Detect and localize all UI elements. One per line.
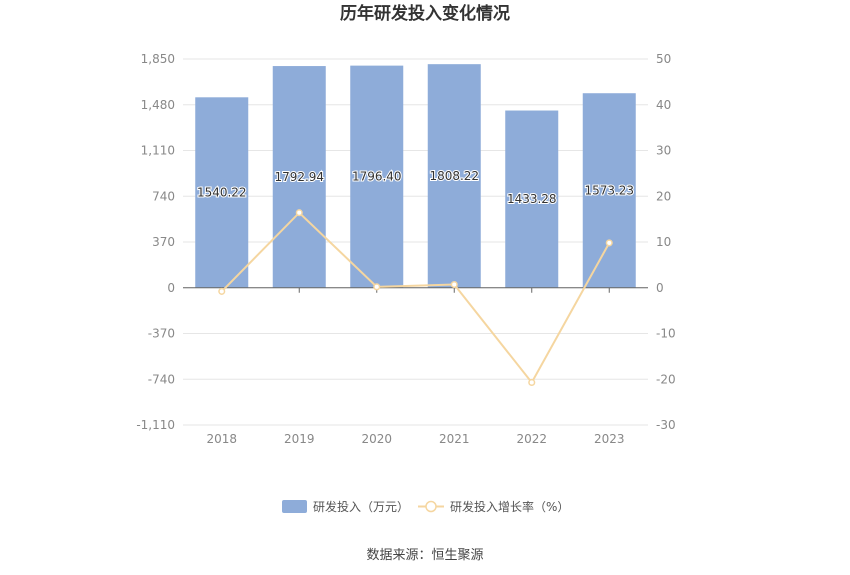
y-right-tick-label: 30 xyxy=(656,144,671,158)
x-tick-label: 2019 xyxy=(284,432,315,446)
chart-title: 历年研发投入变化情况 xyxy=(340,3,510,24)
y-right-tick-label: 40 xyxy=(656,98,671,112)
y-left-tick-label: 740 xyxy=(152,189,175,203)
grid-lines xyxy=(183,58,648,426)
bar-value-label: 1540.22 xyxy=(197,186,247,200)
y-left-tick-label: 0 xyxy=(167,281,175,295)
x-tick-label: 2020 xyxy=(361,432,392,446)
growth-rate-point xyxy=(218,287,226,295)
y-left-tick-label: 1,850 xyxy=(141,52,175,66)
y-left-tick-label: -370 xyxy=(148,327,175,341)
y-right-tick-label: 20 xyxy=(656,189,671,203)
growth-rate-point xyxy=(295,209,303,217)
bar xyxy=(505,110,559,288)
x-axis: 2018 2019 2020 2021 2022 2023 xyxy=(183,287,648,446)
legend-line-marker xyxy=(425,500,437,513)
legend: 研发投入（万元） 研发投入增长率（%） xyxy=(282,499,569,514)
y-left-tick-label: 1,480 xyxy=(141,98,175,112)
source-note: 数据来源：恒生聚源 xyxy=(366,548,483,563)
bar xyxy=(582,93,636,288)
growth-rate-point xyxy=(373,283,381,291)
y-left-tick-label: -740 xyxy=(148,372,175,386)
y-left-tick-label: 1,110 xyxy=(141,144,175,158)
bar xyxy=(195,97,249,288)
bar xyxy=(272,66,326,288)
legend-line-label: 研发投入增长率（%） xyxy=(450,499,569,514)
growth-rate-point xyxy=(605,239,613,247)
x-tick-label: 2023 xyxy=(594,432,625,446)
bar xyxy=(427,64,481,288)
y-right-tick-label: -10 xyxy=(656,327,676,341)
line-series xyxy=(218,209,613,387)
y-axis-right: 50 40 30 20 10 0 -10 -20 -30 xyxy=(656,52,676,432)
bar-series xyxy=(195,64,636,288)
y-right-tick-label: 0 xyxy=(656,281,664,295)
growth-rate-point xyxy=(528,378,536,387)
x-tick-label: 2018 xyxy=(206,432,237,446)
bar-labels: 1540.22 1792.94 1796.40 1808.22 1433.28 1573.… xyxy=(196,168,635,207)
y-right-tick-label: 10 xyxy=(656,235,671,249)
y-axis-left: 1,850 1,480 1,110 740 370 0 -370 -740 -1,110 xyxy=(136,52,175,432)
bar-value-label: 1796.40 xyxy=(352,170,402,184)
y-right-tick-label: -30 xyxy=(656,418,676,432)
legend-bar-swatch xyxy=(282,500,307,513)
x-tick-label: 2021 xyxy=(439,432,470,446)
bar-value-label: 1433.28 xyxy=(507,192,557,206)
growth-rate-line xyxy=(221,211,611,385)
bar-value-label: 1792.94 xyxy=(274,170,324,184)
growth-rate-point xyxy=(450,280,458,289)
bar-value-label: 1808.22 xyxy=(429,169,479,183)
y-right-tick-label: 50 xyxy=(656,52,671,66)
bar xyxy=(350,65,404,288)
y-left-tick-label: 370 xyxy=(152,235,175,249)
bar-value-label: 1573.23 xyxy=(584,183,634,197)
y-right-tick-label: -20 xyxy=(656,372,676,386)
legend-bar-label: 研发投入（万元） xyxy=(313,499,409,514)
x-tick-label: 2022 xyxy=(516,432,547,446)
y-left-tick-label: -1,110 xyxy=(136,418,175,432)
